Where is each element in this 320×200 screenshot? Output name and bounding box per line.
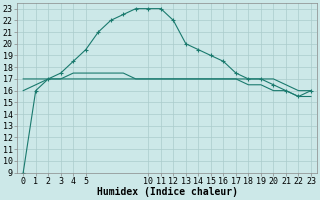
X-axis label: Humidex (Indice chaleur): Humidex (Indice chaleur): [97, 187, 237, 197]
